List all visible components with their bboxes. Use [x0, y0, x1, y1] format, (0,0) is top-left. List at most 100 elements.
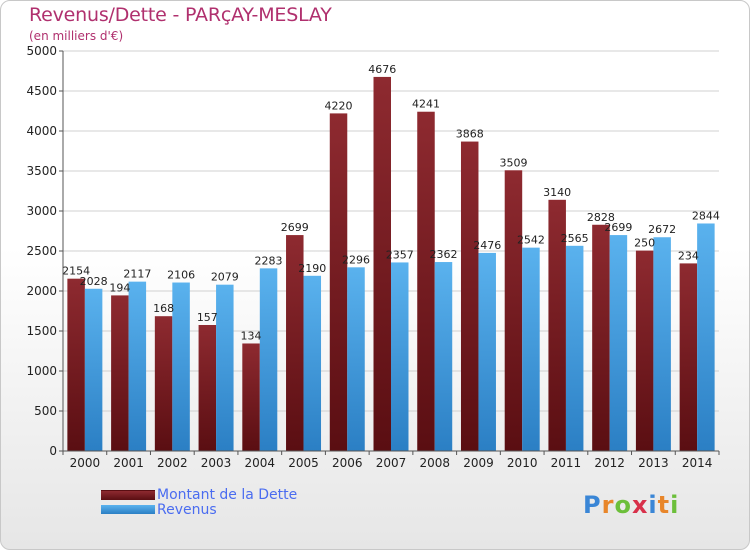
y-tick-label: 0 [49, 444, 57, 458]
bar-debt [635, 250, 654, 451]
y-tick-label: 3000 [26, 204, 57, 218]
data-label-revenue: 2357 [386, 248, 414, 261]
x-tick-label: 2008 [419, 456, 450, 470]
x-tick-label: 2006 [332, 456, 363, 470]
bar-debt [111, 295, 129, 451]
bar-revenue [391, 262, 409, 451]
bar-debt [242, 343, 260, 451]
y-tick-label: 2000 [26, 284, 57, 298]
data-label-debt: 3140 [543, 186, 571, 199]
logo-letter: t [657, 491, 671, 519]
chart-legend: Montant de la Dette Revenus [101, 486, 298, 518]
data-label-revenue: 2190 [298, 262, 326, 275]
bar-debt [198, 325, 217, 451]
data-label-revenue: 2296 [342, 253, 370, 266]
bar-revenue [522, 247, 540, 451]
legend-label-revenue: Revenus [157, 501, 217, 518]
x-tick-label: 2014 [682, 456, 713, 470]
logo-letter: i [648, 491, 658, 519]
data-label-debt: 4676 [368, 63, 396, 76]
y-tick-label: 2500 [26, 244, 57, 258]
legend-label-debt: Montant de la Dette [157, 486, 298, 503]
x-tick-label: 2011 [551, 456, 582, 470]
x-tick-label: 2002 [157, 456, 188, 470]
data-label-revenue: 2844 [692, 209, 720, 222]
bar-debt [592, 224, 610, 451]
proxiti-logo: Proxiti [583, 491, 679, 519]
y-tick-label: 500 [34, 404, 57, 418]
y-tick-label: 4500 [26, 84, 57, 98]
data-label-revenue: 2672 [648, 223, 676, 236]
y-tick-label: 1000 [26, 364, 57, 378]
data-label-debt: 3509 [499, 156, 527, 169]
data-label-debt: 168 [153, 302, 174, 315]
data-label-debt: 2699 [281, 221, 309, 234]
bar-debt [417, 111, 435, 451]
data-label-revenue: 2283 [255, 254, 283, 267]
bar-revenue [565, 245, 584, 451]
logo-letter: i [670, 491, 680, 519]
x-tick-label: 2012 [594, 456, 625, 470]
bar-revenue [172, 282, 190, 451]
data-label-debt: 134 [241, 329, 262, 342]
chart-subtitle: (en milliers d'€) [29, 29, 124, 43]
x-tick-label: 2007 [376, 456, 407, 470]
bar-debt [286, 235, 304, 451]
data-label-debt: 4241 [412, 98, 440, 111]
logo-letter: x [631, 491, 649, 519]
bar-debt [679, 263, 698, 451]
x-tick-label: 2009 [463, 456, 494, 470]
data-label-revenue: 2699 [604, 221, 632, 234]
bar-debt [504, 170, 523, 451]
data-label-debt: 194 [109, 281, 130, 294]
data-label-debt: 4220 [325, 99, 353, 112]
data-label-revenue: 2028 [80, 275, 108, 288]
bar-debt [67, 278, 85, 451]
data-label-revenue: 2542 [517, 234, 545, 247]
legend-swatch-debt [101, 489, 155, 500]
logo-letter: P [583, 491, 602, 519]
x-tick-label: 2000 [70, 456, 101, 470]
x-tick-label: 2001 [113, 456, 144, 470]
data-label-debt: 3868 [456, 128, 484, 141]
data-label-debt: 2154 [62, 265, 90, 278]
x-tick-label: 2013 [638, 456, 669, 470]
legend-item-debt: Montant de la Dette [101, 486, 298, 503]
logo-letter: o [614, 491, 632, 519]
y-tick-label: 3500 [26, 164, 57, 178]
y-tick-label: 1500 [26, 324, 57, 338]
data-label-revenue: 2476 [473, 239, 501, 252]
data-label-debt: 250 [634, 237, 655, 250]
bar-revenue [128, 281, 147, 451]
bar-revenue [216, 284, 234, 451]
bar-debt [460, 141, 479, 451]
bar-revenue [609, 235, 628, 451]
bar-revenue [434, 262, 453, 451]
data-label-revenue: 2117 [123, 268, 151, 281]
bar-revenue [347, 267, 365, 451]
bar-debt [154, 316, 173, 451]
x-tick-label: 2010 [507, 456, 538, 470]
y-tick-label: 5000 [26, 44, 57, 58]
x-tick-label: 2005 [288, 456, 319, 470]
y-tick-label: 4000 [26, 124, 57, 138]
data-label-revenue: 2362 [429, 248, 457, 261]
bar-revenue [259, 268, 278, 451]
data-label-revenue: 2079 [211, 271, 239, 284]
bar-revenue [84, 288, 103, 451]
bar-debt [373, 76, 391, 452]
logo-letter: r [601, 491, 615, 519]
bar-debt [329, 113, 348, 452]
chart-title: Revenus/Dette - PARçAY-MESLAY [29, 4, 332, 26]
x-tick-label: 2004 [245, 456, 276, 470]
data-label-debt: 157 [197, 311, 218, 324]
data-label-revenue: 2106 [167, 269, 195, 282]
legend-swatch-revenue [101, 505, 155, 514]
x-tick-label: 2003 [201, 456, 232, 470]
data-label-debt: 234 [678, 249, 699, 262]
bar-revenue [697, 223, 715, 451]
bar-revenue [478, 252, 496, 451]
bar-revenue [653, 237, 671, 451]
